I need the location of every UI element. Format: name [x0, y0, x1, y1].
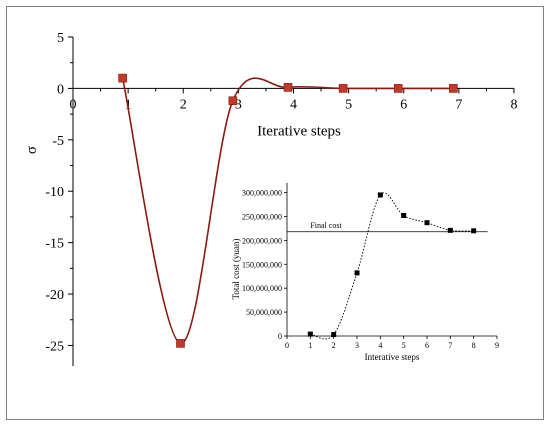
inset-data-point	[447, 227, 453, 233]
main-y-tick-label: -5	[52, 134, 64, 149]
main-x-tick-label: 6	[400, 97, 407, 112]
inset-x-tick-label: 5	[402, 341, 406, 350]
main-y-tick-label: 0	[57, 82, 64, 97]
main-data-point	[176, 339, 185, 348]
main-x-tick-label: 0	[70, 97, 77, 112]
inset-y-tick-label: 200,000,000	[242, 236, 282, 245]
main-x-axis-label: Iterative steps	[257, 123, 341, 139]
inset-series-line	[310, 192, 474, 340]
inset-data-point	[331, 332, 337, 338]
inset-y-tick-label: 150,000,000	[242, 260, 282, 269]
inset-chart: 0 50,000,000 100,000,000 150,000,000 200,000…	[231, 183, 499, 362]
inset-x-tick-label: 9	[495, 341, 499, 350]
inset-y-tick-label: 250,000,000	[242, 212, 282, 221]
main-y-tick-label: -25	[45, 339, 64, 354]
inset-data-point	[471, 228, 477, 234]
inset-y-tick-label: 50,000,000	[246, 308, 282, 317]
inset-data-point	[424, 220, 430, 226]
main-data-point	[449, 84, 458, 93]
main-data-point	[283, 83, 293, 92]
inset-x-tick-label: 6	[425, 341, 429, 350]
main-chart: 5 0 -5 -10 -15 -20 -25 0 1 2 3 4 5 6 7 8 Iterative steps…	[24, 31, 518, 366]
figure-frame	[6, 6, 544, 420]
main-x-tick-label: 5	[345, 97, 352, 112]
inset-data-point	[354, 270, 360, 276]
inset-data-point	[401, 213, 407, 219]
inset-x-tick-label: 4	[378, 341, 382, 350]
main-y-axis-label: σ	[24, 146, 40, 154]
inset-x-tick-label: 8	[472, 341, 476, 350]
inset-y-tick-label: 300,000,000	[242, 189, 282, 198]
inset-x-tick-label: 3	[355, 341, 359, 350]
inset-x-tick-label: 7	[448, 341, 452, 350]
main-y-tick-label: -10	[45, 185, 64, 200]
inset-data-point	[377, 192, 383, 198]
main-x-tick-label: 7	[455, 97, 462, 112]
main-y-tick-label: -20	[45, 288, 64, 303]
main-data-point	[393, 84, 403, 93]
main-series-line	[121, 77, 454, 345]
final-cost-label: Final cost	[310, 221, 342, 230]
inset-y-tick-label: 0	[278, 332, 282, 341]
main-x-tick-label: 3	[235, 97, 242, 112]
inset-x-axis-label: Interative steps	[365, 352, 420, 362]
inset-y-tick-label: 100,000,000	[242, 284, 282, 293]
inset-y-axis-label: Total cost (yuan)	[231, 239, 241, 300]
main-data-point	[118, 73, 127, 83]
main-data-point	[228, 96, 238, 106]
main-x-tick-label: 8	[511, 97, 518, 112]
main-x-tick-label: 2	[180, 97, 187, 112]
main-data-point	[338, 84, 348, 93]
inset-data-point	[307, 331, 313, 337]
inset-x-tick-label: 0	[285, 341, 289, 350]
inset-x-tick-label: 1	[308, 341, 312, 350]
main-y-tick-label: -15	[45, 237, 64, 252]
inset-x-tick-label: 2	[332, 341, 336, 350]
main-y-tick-label: 5	[57, 31, 64, 46]
main-x-tick-label: 4	[290, 97, 297, 112]
